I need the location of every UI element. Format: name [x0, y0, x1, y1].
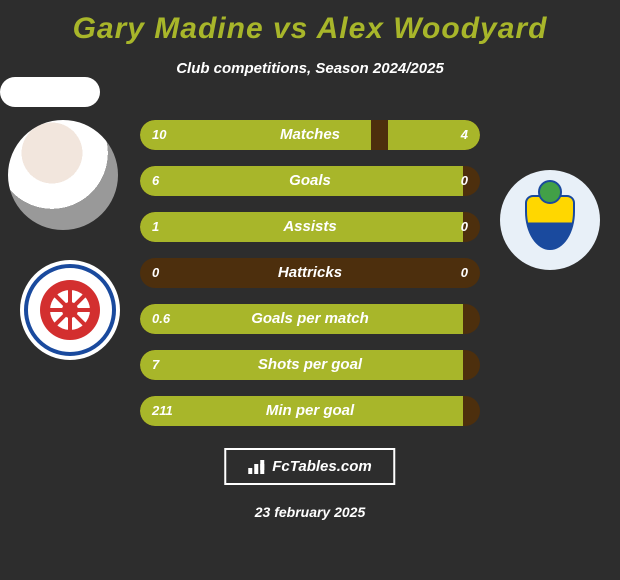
stat-bar-left [140, 212, 463, 242]
comparison-title: Gary Madine vs Alex Woodyard [0, 0, 620, 46]
stat-bar-left [140, 304, 463, 334]
stat-bar-left [140, 396, 463, 426]
stat-bar-left [140, 120, 371, 150]
club-crest-right [500, 170, 600, 270]
stat-value-right: 4 [461, 120, 468, 150]
stat-label: Hattricks [140, 258, 480, 288]
player-left-photo [8, 120, 118, 230]
stat-value-left: 211 [152, 396, 173, 426]
stat-value-left: 10 [152, 120, 166, 150]
stat-bar-left [140, 350, 463, 380]
club-crest-left [20, 260, 120, 360]
stat-value-right: 0 [461, 258, 468, 288]
snapshot-date: 23 february 2025 [0, 504, 620, 520]
stat-value-right: 0 [461, 166, 468, 196]
stat-row: 0 0Hattricks [140, 258, 480, 288]
stat-value-left: 7 [152, 350, 159, 380]
stat-value-left: 0.6 [152, 304, 170, 334]
stat-value-left: 0 [152, 258, 159, 288]
fctables-watermark[interactable]: FcTables.com [224, 448, 395, 485]
stat-value-left: 6 [152, 166, 159, 196]
season-subtitle: Club competitions, Season 2024/2025 [0, 60, 620, 77]
player-right-photo-placeholder [0, 77, 100, 107]
hartlepool-badge-icon [20, 260, 120, 360]
stat-row: 104Matches [140, 120, 480, 150]
stat-value-right: 0 [461, 212, 468, 242]
chart-icon [248, 460, 266, 474]
stat-row: 60Goals [140, 166, 480, 196]
stat-row: 0.6Goals per match [140, 304, 480, 334]
stats-bars: 104Matches60Goals10Assists00Hattricks0.6… [140, 120, 480, 442]
stat-bar-left [140, 166, 463, 196]
sutton-badge-icon [500, 170, 600, 270]
stat-value-left: 1 [152, 212, 159, 242]
watermark-text: FcTables.com [272, 458, 371, 475]
stat-row: 10Assists [140, 212, 480, 242]
stat-row: 7Shots per goal [140, 350, 480, 380]
stat-row: 211Min per goal [140, 396, 480, 426]
